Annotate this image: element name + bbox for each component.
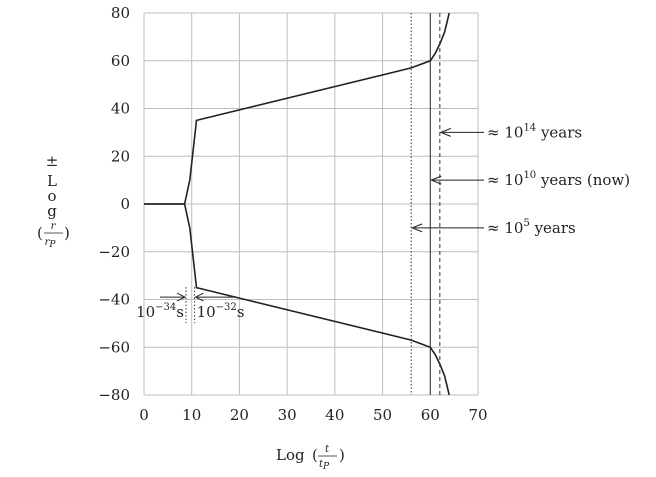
x-label-numerator: t [325,444,330,455]
y-label-numerator: r [51,221,57,232]
y-tick-label: −60 [98,338,130,356]
series-line [144,13,451,205]
y-label-char: g [47,202,57,220]
y-label-prefix: ± [46,152,59,170]
x-label-denominator: tP [319,459,330,472]
y-tick-label: −20 [98,243,130,261]
y-tick-label: −40 [98,291,130,309]
reference-lines [410,13,441,395]
y-tick-label: 80 [111,4,130,22]
marker-arrowhead [194,292,204,302]
x-tick-label: 10 [182,406,201,424]
series-group [144,13,451,395]
marker-label: 10−34s [136,302,184,321]
marker-label: 10−32s [197,302,245,321]
x-tick-label: 20 [230,406,249,424]
x-axis-label: Log ( t tP ) [276,444,345,472]
annotation-label: ≈ 1010 years (now) [487,170,630,189]
x-label-denominator-main: t [319,459,324,470]
annotations: ≈ 1014 years ≈ 1010 years (now) ≈ 105 year… [410,122,630,237]
y-label-paren-open: ( [37,224,43,242]
annotation: ≈ 1010 years (now) [429,170,630,189]
x-tick-label: 40 [325,406,344,424]
y-label-char: L [47,172,57,190]
series-line [144,203,451,395]
y-label-paren-close: ) [64,224,70,242]
y-tick-label: −80 [98,386,130,404]
y-label-denominator-sub: P [48,240,56,250]
x-label-paren-close: ) [339,446,345,464]
x-label-text: Log [276,446,305,464]
x-tick-label: 70 [468,406,487,424]
annotation-label: ≈ 1014 years [487,122,582,141]
annotation: ≈ 1014 years [439,122,582,141]
annotation: ≈ 105 years [410,218,576,237]
tick-labels: 0 10 20 30 40 50 60 70 −80 −60 −40 −20 0 20 40 60 80 [98,4,487,424]
y-tick-label: 40 [111,100,130,118]
marker-arrowhead [176,292,187,302]
annotation-arrowhead [410,223,423,233]
annotation-arrowhead [439,127,452,137]
y-tick-label: 0 [120,195,130,213]
x-tick-label: 60 [421,406,440,424]
y-label-denominator-main: r [45,237,51,248]
y-tick-label: 20 [111,147,130,165]
x-label-denominator-sub: P [322,462,330,472]
x-tick-label: 30 [278,406,297,424]
x-tick-label: 0 [139,406,149,424]
time-markers: 10−34s 10−32s [136,287,245,324]
x-tick-label: 50 [373,406,392,424]
annotation-arrowhead [429,175,442,185]
x-label-paren-open: ( [312,446,318,464]
y-label-denominator: rP [45,237,57,250]
y-label-char: o [47,187,56,205]
annotation-label: ≈ 105 years [487,218,576,237]
y-tick-label: 60 [111,52,130,70]
grid [143,12,479,396]
